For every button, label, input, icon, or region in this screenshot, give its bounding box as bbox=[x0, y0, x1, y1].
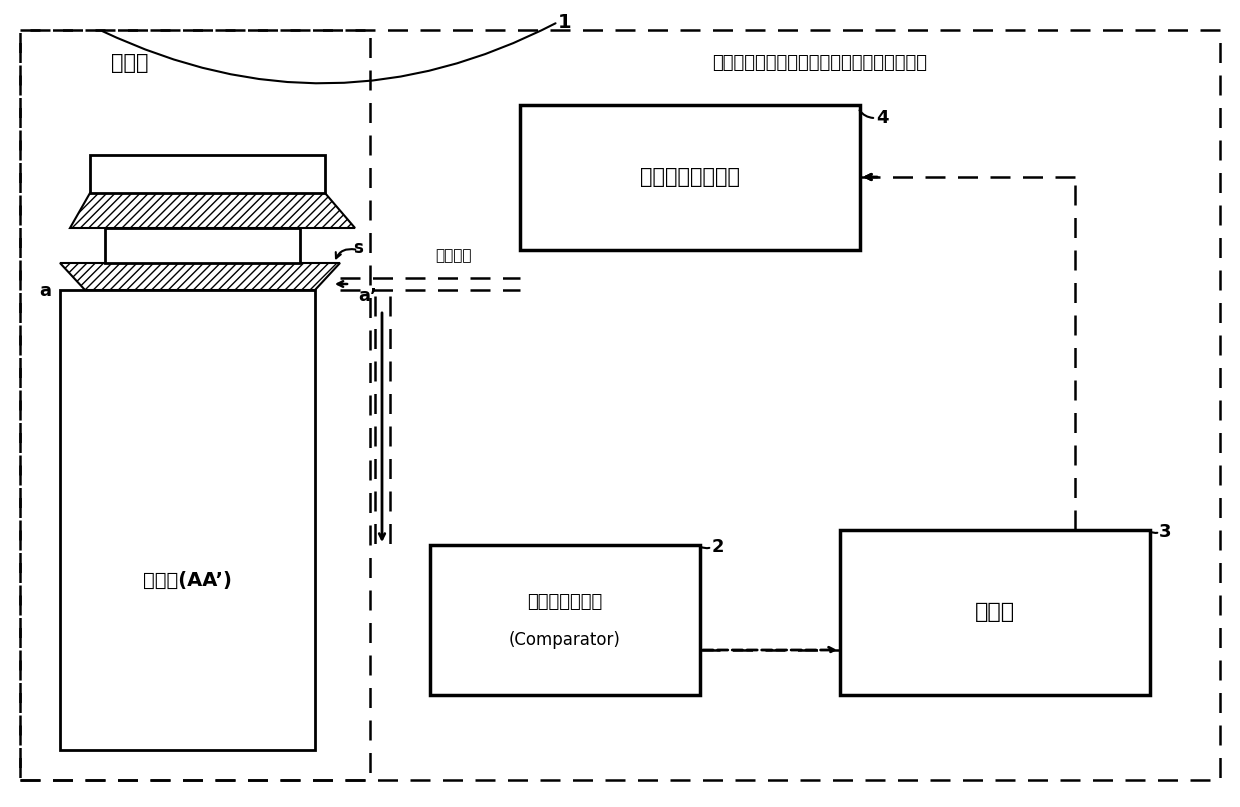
Bar bbox=[91, 155, 325, 193]
Text: 驱动 IC: 驱动 IC bbox=[182, 237, 222, 253]
Bar bbox=[105, 228, 300, 263]
Text: 补偿电压: 补偿电压 bbox=[435, 249, 471, 264]
Polygon shape bbox=[69, 193, 355, 228]
Polygon shape bbox=[60, 263, 340, 290]
Text: 输入信号比较器: 输入信号比较器 bbox=[527, 593, 603, 611]
Bar bbox=[60, 290, 315, 750]
Bar bbox=[520, 105, 861, 250]
Text: 外部动态补偿显示屏有源区直流电唸降的装置: 外部动态补偿显示屏有源区直流电唸降的装置 bbox=[713, 54, 928, 72]
Text: 电压信号调制装置: 电压信号调制装置 bbox=[640, 167, 740, 187]
Text: 软性印刷电路（FPC）: 软性印刷电路（FPC） bbox=[154, 166, 260, 182]
Text: 3: 3 bbox=[1158, 523, 1172, 541]
Text: 有源区(AA’): 有源区(AA’) bbox=[143, 571, 232, 589]
Text: s: s bbox=[353, 239, 363, 257]
Bar bbox=[839, 530, 1149, 695]
Bar bbox=[430, 545, 701, 695]
Text: 显示屏: 显示屏 bbox=[112, 53, 149, 73]
Text: a’: a’ bbox=[358, 287, 377, 305]
Text: 2: 2 bbox=[712, 538, 724, 556]
Text: 处理器: 处理器 bbox=[975, 602, 1016, 622]
Text: (Comparator): (Comparator) bbox=[510, 631, 621, 649]
Text: 4: 4 bbox=[875, 109, 888, 127]
Text: a: a bbox=[38, 282, 51, 300]
Text: 1: 1 bbox=[558, 12, 572, 31]
